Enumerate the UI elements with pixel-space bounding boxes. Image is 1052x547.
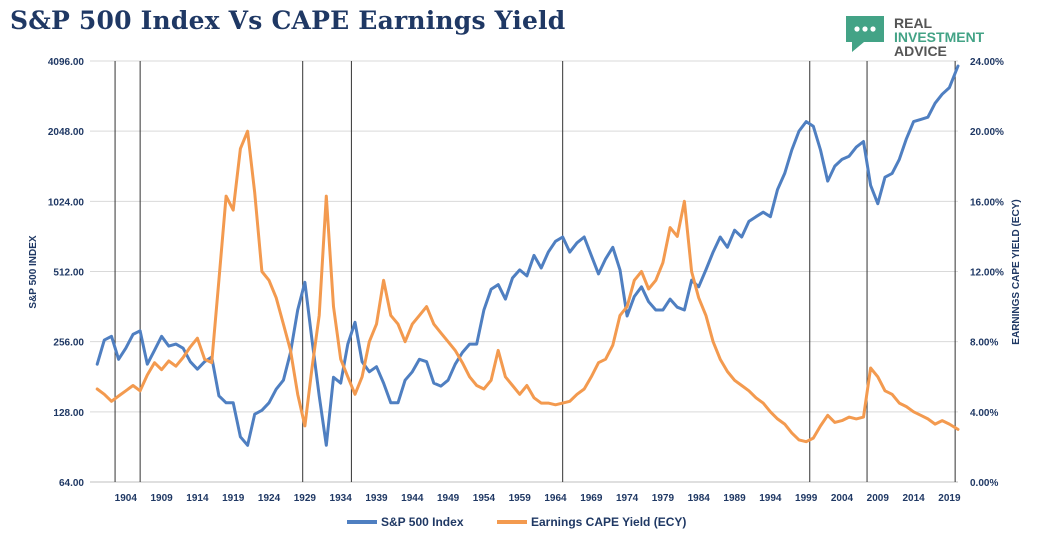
x-tick-label: 1959	[509, 493, 532, 504]
x-tick-label: 1974	[616, 493, 639, 504]
x-tick-label: 1924	[258, 493, 281, 504]
right-tick-label: 16.00%	[970, 197, 1004, 208]
left-tick-label: 256.00	[53, 338, 84, 349]
series-lines	[95, 64, 960, 447]
logo-text: REAL INVESTMENT ADVICE	[894, 16, 984, 58]
right-tick-label: 24.00%	[970, 57, 1004, 68]
speech-bubble-dots-icon	[846, 16, 884, 52]
x-tick-label: 2019	[938, 493, 961, 504]
right-tick-label: 4.00%	[970, 408, 998, 419]
logo-line-1: REAL	[894, 15, 933, 31]
right-tick-label: 0.00%	[970, 478, 998, 489]
logo-line-3: ADVICE	[894, 43, 947, 59]
x-tick-label: 1904	[115, 493, 138, 504]
ecy-series-line	[95, 129, 960, 444]
x-tick-label: 1909	[150, 493, 173, 504]
x-tick-label: 1944	[401, 493, 424, 504]
left-tick-label: 2048.00	[48, 127, 85, 138]
x-tick-label: 2014	[902, 493, 925, 504]
x-tick-label: 1969	[580, 493, 603, 504]
left-tick-label: 128.00	[53, 408, 84, 419]
x-tick-label: 2009	[867, 493, 890, 504]
x-tick-label: 1989	[723, 493, 746, 504]
x-tick-label: 1919	[222, 493, 245, 504]
right-tick-label: 8.00%	[970, 338, 998, 349]
x-tick-label: 1999	[795, 493, 818, 504]
vertical-markers	[114, 61, 956, 482]
right-axis-ticks: 0.00% 4.00% 8.00% 12.00% 16.00% 20.00% 24.00%	[970, 57, 1004, 489]
logo-line-2: INVESTMENT	[894, 29, 985, 45]
x-tick-label: 1984	[688, 493, 711, 504]
x-tick-label: 2004	[831, 493, 854, 504]
x-tick-label: 1979	[652, 493, 675, 504]
chart-title: S&P 500 Index Vs CAPE Earnings Yield	[10, 6, 566, 35]
legend-label: S&P 500 Index	[381, 515, 464, 529]
left-tick-label: 1024.00	[48, 197, 85, 208]
right-axis-title: EARNINGS CAPE YIELD (ECY)	[1011, 199, 1022, 344]
left-tick-label: 4096.00	[48, 57, 85, 68]
left-axis-ticks: 64.00 128.00 256.00 512.00 1024.00 2048.00 409…	[48, 57, 85, 489]
x-axis-ticks: 1904 1909 1914 1919 1924 1929 1934 1939 1944 1949…	[115, 493, 961, 504]
brand-logo: REAL INVESTMENT ADVICE	[842, 14, 1042, 58]
legend-label: Earnings CAPE Yield (ECY)	[531, 515, 686, 529]
spx-series-line	[95, 64, 960, 447]
x-tick-label: 1954	[473, 493, 496, 504]
left-axis-title: S&P 500 INDEX	[28, 235, 39, 309]
x-tick-label: 1994	[759, 493, 782, 504]
right-tick-label: 20.00%	[970, 127, 1004, 138]
left-tick-label: 512.00	[53, 268, 84, 279]
left-tick-label: 64.00	[59, 478, 84, 489]
legend: S&P 500 Index Earnings CAPE Yield (ECY)	[347, 515, 686, 529]
x-tick-label: 1964	[544, 493, 567, 504]
x-tick-label: 1934	[330, 493, 353, 504]
x-tick-label: 1914	[186, 493, 209, 504]
x-tick-label: 1929	[294, 493, 317, 504]
x-tick-label: 1949	[437, 493, 460, 504]
x-tick-label: 1939	[365, 493, 388, 504]
right-tick-label: 12.00%	[970, 268, 1004, 279]
